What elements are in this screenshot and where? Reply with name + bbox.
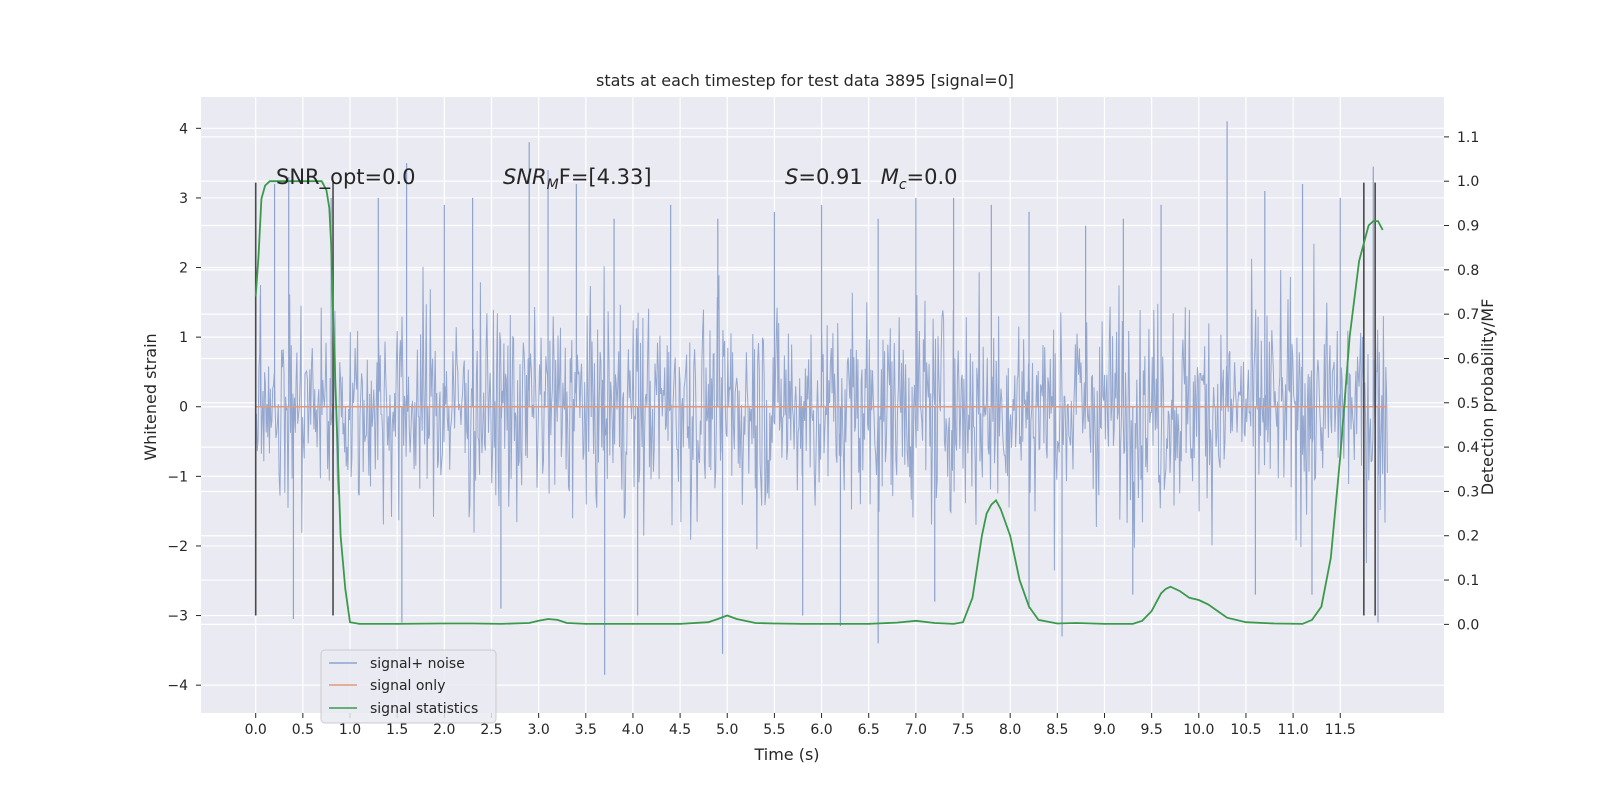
y-tick-label: 4: [179, 121, 188, 137]
x-tick-label: 11.0: [1278, 722, 1309, 738]
legend-box: [320, 649, 497, 724]
legend-label-signal-only: signal only: [370, 678, 445, 694]
x-tick-label: 4.5: [669, 722, 691, 738]
x-tick-label: 9.0: [1093, 722, 1115, 738]
x-tick-label: 6.5: [858, 722, 880, 738]
x-axis-ticks: 0.0 0.5 1.0 1.5 2.0 2.5 3.0 3.5 4.0 4.5 5.0 5.5 6.0 6…: [245, 713, 1356, 738]
y-tick-label: −4: [167, 678, 188, 694]
y2-tick-label: 0.5: [1457, 396, 1479, 412]
y-tick-label: −3: [167, 609, 188, 625]
y2-tick-label: 1.0: [1457, 174, 1479, 190]
signal-statistics-line: [254, 180, 1384, 625]
x-tick-label: 5.5: [763, 722, 785, 738]
x-tick-label: 3.5: [575, 722, 597, 738]
x-tick-label: 9.5: [1141, 722, 1163, 738]
x-tick-label: 7.0: [905, 722, 927, 738]
signal-noise-series: [255, 121, 1388, 675]
x-tick-label: 1.0: [339, 722, 361, 738]
annotation-s-mc: S=0.91 Mc=0.0: [785, 165, 958, 193]
x-axis-label: Time (s): [753, 745, 819, 764]
x-tick-label: 2.0: [433, 722, 455, 738]
y2-tick-label: 0.0: [1457, 617, 1479, 633]
annotation-snr-opt: SNR_opt=0.0: [276, 165, 416, 190]
chart-title: stats at each timestep for test data 389…: [596, 71, 1014, 90]
x-tick-label: 10.0: [1183, 722, 1214, 738]
annotation-snr-mf: SNRMF=[4.33]: [503, 165, 652, 193]
y2-tick-label: 0.8: [1457, 263, 1479, 279]
x-tick-label: 3.0: [527, 722, 549, 738]
signal-statistics-series: [254, 180, 1384, 625]
y2-axis-ticks: 1.1 1.0 0.9 0.8 0.7 0.6 0.5 0.4 0.3 0.2 0.1 0.0: [1444, 130, 1479, 633]
y2-tick-label: 0.1: [1457, 573, 1479, 589]
y2-tick-label: 0.3: [1457, 484, 1479, 500]
legend: signal+ noise signal only signal statist…: [320, 649, 497, 724]
y2-tick-label: 0.6: [1457, 351, 1479, 367]
y2-tick-label: 0.7: [1457, 307, 1479, 323]
x-tick-label: 0.5: [292, 722, 314, 738]
x-tick-label: 1.5: [386, 722, 408, 738]
y-axis-ticks: 4 3 2 1 0 −1 −2 −3 −4: [167, 121, 201, 694]
y-axis-label: Whitened strain: [141, 333, 160, 460]
y2-tick-label: 0.9: [1457, 219, 1479, 235]
x-tick-label: 8.5: [1046, 722, 1068, 738]
x-tick-label: 5.0: [716, 722, 738, 738]
x-tick-label: 4.0: [622, 722, 644, 738]
y2-tick-label: 1.1: [1457, 130, 1479, 146]
x-tick-label: 7.5: [952, 722, 974, 738]
y2-axis-label: Detection probability/MF: [1478, 299, 1497, 496]
x-tick-label: 8.0: [999, 722, 1021, 738]
y-tick-label: −2: [167, 539, 188, 555]
x-tick-label: 2.5: [480, 722, 502, 738]
y2-tick-label: 0.2: [1457, 529, 1479, 545]
legend-label-signal-statistics: signal statistics: [370, 701, 478, 717]
y-tick-label: 3: [179, 191, 188, 207]
y-tick-label: −1: [167, 469, 188, 485]
x-tick-label: 10.5: [1230, 722, 1261, 738]
y-tick-label: 2: [179, 261, 188, 277]
y-tick-label: 1: [179, 330, 188, 346]
x-tick-label: 0.0: [245, 722, 267, 738]
x-tick-label: 11.5: [1325, 722, 1356, 738]
legend-label-signal-noise: signal+ noise: [370, 656, 465, 672]
marker-lines: [254, 182, 1376, 616]
x-tick-label: 6.0: [810, 722, 832, 738]
y2-tick-label: 0.4: [1457, 440, 1479, 456]
y-tick-label: 0: [179, 400, 188, 416]
